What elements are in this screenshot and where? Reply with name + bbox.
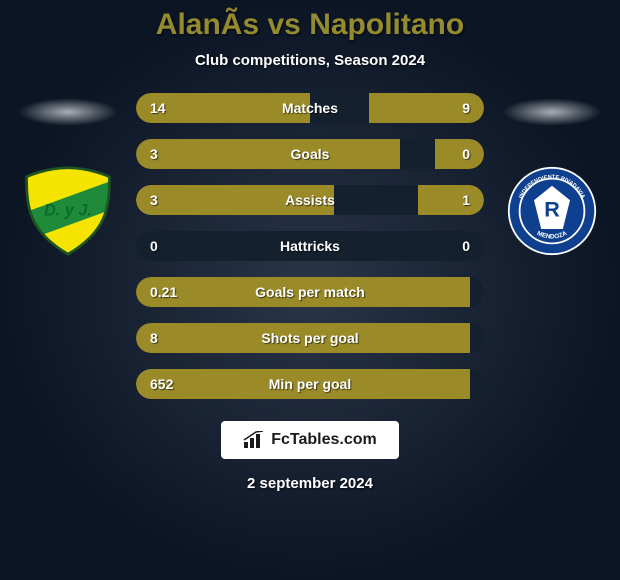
stat-value-left: 0.21 — [150, 284, 177, 300]
stat-value-left: 8 — [150, 330, 158, 346]
team-left-column: D. y J. — [18, 93, 118, 256]
page-title: AlanÃ­s vs Napolitano — [156, 8, 464, 42]
stat-value-left: 14 — [150, 100, 166, 116]
footer-logo: FcTables.com — [221, 421, 399, 459]
stat-label: Goals per match — [255, 284, 365, 300]
stat-row: 652 Min per goal — [136, 369, 484, 399]
stat-label: Assists — [285, 192, 335, 208]
stat-label: Hattricks — [280, 238, 340, 254]
stat-value-right: 0 — [462, 238, 470, 254]
stat-value-right: 1 — [462, 192, 470, 208]
stat-row: 0 0 Hattricks — [136, 231, 484, 261]
stat-value-left: 3 — [150, 192, 158, 208]
team-left-crest: D. y J. — [23, 166, 113, 256]
subtitle: Club competitions, Season 2024 — [195, 52, 425, 69]
date-label: 2 september 2024 — [247, 475, 373, 492]
team-right-crest: INDEPENDIENTE RIVADAVIA MENDOZA R — [507, 166, 597, 256]
stat-value-left: 652 — [150, 376, 173, 392]
spotlight-left — [18, 98, 118, 126]
stat-label: Shots per goal — [261, 330, 358, 346]
stat-row: 3 1 Assists — [136, 185, 484, 215]
stat-fill-left — [136, 139, 400, 169]
stat-value-left: 0 — [150, 238, 158, 254]
crest-left-text: D. y J. — [44, 202, 92, 220]
stat-value-right: 0 — [462, 146, 470, 162]
stats-column: 14 9 Matches 3 0 Goals 3 1 Assists 0 0 Hattricks 0.2… — [136, 93, 484, 399]
spotlight-right — [502, 98, 602, 126]
footer-logo-text: FcTables.com — [271, 431, 377, 449]
stat-row: 0.21 Goals per match — [136, 277, 484, 307]
stat-value-left: 3 — [150, 146, 158, 162]
stat-fill-right — [418, 185, 484, 215]
stat-row: 8 Shots per goal — [136, 323, 484, 353]
bars-icon — [243, 431, 265, 449]
stat-label: Matches — [282, 100, 338, 116]
stat-row: 3 0 Goals — [136, 139, 484, 169]
stat-label: Min per goal — [269, 376, 351, 392]
stat-value-right: 9 — [462, 100, 470, 116]
crest-right-inner: R — [544, 196, 560, 221]
stat-row: 14 9 Matches — [136, 93, 484, 123]
stat-fill-right — [435, 139, 484, 169]
comparison-panel: D. y J. 14 9 Matches 3 0 Goals 3 1 Assists 0 0 Hatt… — [0, 93, 620, 399]
stat-label: Goals — [291, 146, 330, 162]
team-right-column: INDEPENDIENTE RIVADAVIA MENDOZA R — [502, 93, 602, 256]
